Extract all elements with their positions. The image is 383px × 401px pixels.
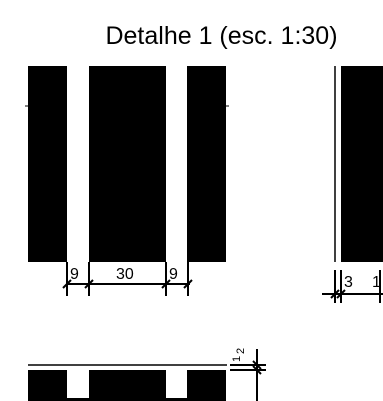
side-dim-left: 3 [344,274,353,291]
detail-title: Detalhe 1 (esc. 1:30) [105,22,338,50]
front-dim-right: 9 [169,266,178,283]
plan-gap-left [67,394,89,398]
front-left-panel [28,66,67,262]
plan-lower-band [28,394,226,401]
plan-view: 1 2 [28,348,266,401]
front-view: 9 30 9 [25,66,229,296]
front-dimension-line [62,262,193,296]
plan-dim-2: 2 [235,348,247,354]
front-center-panel [89,66,166,262]
front-dim-left: 9 [70,266,79,283]
front-dim-center: 30 [116,266,134,283]
side-view: 3 1 [322,66,383,303]
side-panel [341,66,383,262]
plan-dim-1: 1 [231,356,243,362]
plan-dimension-line [230,349,266,401]
front-right-panel [187,66,226,262]
plan-gap-right [166,394,187,398]
side-dimension-line [322,270,383,303]
side-dim-right: 1 [372,274,381,291]
